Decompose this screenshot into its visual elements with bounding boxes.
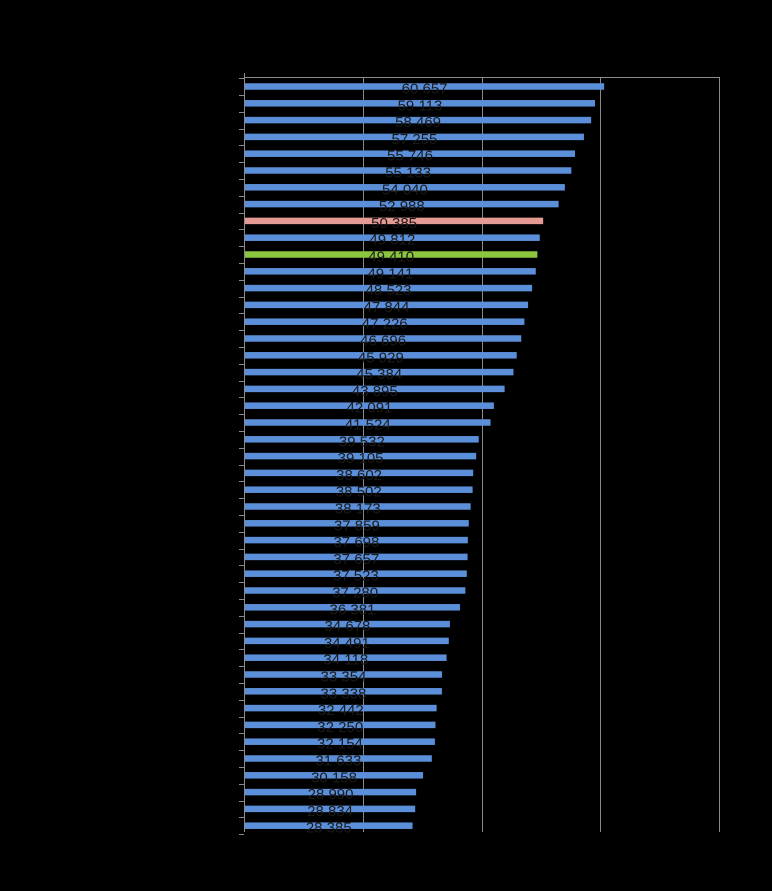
bar bbox=[245, 184, 565, 191]
bar bbox=[245, 772, 424, 779]
bar-value-label: 47 226 bbox=[362, 316, 408, 333]
bar bbox=[245, 570, 467, 577]
bar-value-label: 34 678 bbox=[325, 618, 371, 635]
bar bbox=[245, 486, 473, 493]
bar-value-label: 49 141 bbox=[367, 265, 413, 282]
bar-value-label: 57 255 bbox=[392, 131, 438, 148]
bar bbox=[245, 503, 471, 510]
bar-value-label: 38 602 bbox=[336, 467, 382, 484]
bar bbox=[245, 822, 413, 829]
bar-value-label: 28 834 bbox=[307, 803, 353, 820]
bar-value-label: 60 657 bbox=[402, 81, 448, 98]
bar-value-label: 45 929 bbox=[358, 349, 404, 366]
bar bbox=[245, 688, 442, 695]
bar bbox=[245, 436, 479, 443]
bar-value-label: 59 113 bbox=[398, 97, 443, 114]
bar-value-label: 33 354 bbox=[321, 669, 367, 686]
bar-value-label: 58 469 bbox=[395, 114, 441, 131]
bar bbox=[245, 100, 595, 107]
bar bbox=[245, 469, 474, 477]
bar bbox=[245, 805, 416, 813]
bar bbox=[245, 721, 436, 729]
bar bbox=[245, 536, 468, 544]
bar bbox=[245, 620, 450, 628]
bar bbox=[245, 637, 449, 645]
bar bbox=[245, 788, 417, 796]
bar-value-label: 37 859 bbox=[334, 517, 380, 534]
bar-value-label: 37 657 bbox=[333, 551, 379, 568]
bar bbox=[245, 268, 536, 275]
bar bbox=[245, 167, 572, 174]
bar-value-label: 45 384 bbox=[356, 366, 402, 383]
bar-value-label: 49 812 bbox=[369, 232, 415, 249]
bar-value-label: 38 502 bbox=[336, 484, 382, 501]
bar bbox=[245, 704, 437, 712]
bar-value-label: 36 381 bbox=[330, 601, 376, 618]
bar bbox=[245, 234, 540, 241]
bar-value-label: 32 154 bbox=[317, 736, 363, 753]
bar bbox=[245, 385, 505, 393]
bar-value-label: 38 173 bbox=[335, 501, 381, 518]
bar bbox=[245, 368, 514, 376]
bar bbox=[245, 352, 517, 359]
bar bbox=[245, 587, 466, 594]
bar-value-label: 48 523 bbox=[366, 282, 412, 299]
axis-layer bbox=[239, 73, 245, 835]
bar bbox=[245, 200, 559, 208]
bar-value-label: 46 696 bbox=[360, 333, 406, 350]
bar-value-label: 28 385 bbox=[306, 820, 352, 837]
bar bbox=[245, 83, 605, 90]
bar-layer bbox=[245, 83, 605, 829]
bar bbox=[245, 671, 443, 678]
bar-value-label: 39 532 bbox=[339, 433, 385, 450]
bar-value-label: 50 385 bbox=[371, 215, 417, 232]
bar-value-label: 34 491 bbox=[324, 635, 370, 652]
bar bbox=[245, 318, 525, 325]
bar bbox=[245, 654, 447, 661]
bar bbox=[245, 419, 491, 426]
bar-value-label: 54 040 bbox=[382, 181, 428, 198]
bar bbox=[245, 553, 468, 561]
bar bbox=[245, 116, 592, 124]
bar bbox=[245, 133, 584, 141]
bar bbox=[245, 604, 461, 611]
bar bbox=[245, 150, 575, 157]
bar bbox=[245, 520, 469, 527]
bar-value-label: 37 523 bbox=[333, 568, 379, 585]
bar-value-label: 30 158 bbox=[311, 769, 357, 786]
bar bbox=[245, 251, 538, 258]
bar bbox=[245, 284, 533, 292]
bar-value-label: 33 338 bbox=[321, 685, 367, 702]
bar bbox=[245, 755, 432, 762]
bar bbox=[245, 402, 494, 409]
bar-value-label: 31 633 bbox=[315, 753, 361, 770]
bar bbox=[245, 301, 529, 309]
bar-value-label: 37 698 bbox=[333, 534, 379, 551]
bar-value-label: 34 118 bbox=[323, 652, 368, 669]
bar-value-label: 37 280 bbox=[332, 585, 378, 602]
bar-value-label: 32 250 bbox=[317, 719, 363, 736]
bar-value-label: 42 091 bbox=[347, 400, 393, 417]
bar-value-label: 41 524 bbox=[345, 417, 391, 434]
bar-value-label: 32 442 bbox=[318, 702, 364, 719]
bar-value-label: 55 133 bbox=[385, 165, 431, 182]
bar bbox=[245, 217, 544, 225]
bar-value-label: 43 895 bbox=[352, 383, 398, 400]
bar-value-label: 49 410 bbox=[368, 249, 414, 266]
bar-value-label: 39 105 bbox=[338, 450, 384, 467]
bar bbox=[245, 452, 477, 460]
bar-value-label: 55 746 bbox=[387, 148, 433, 165]
bar-value-label: 52 988 bbox=[379, 198, 425, 215]
bar bbox=[245, 738, 435, 745]
bar bbox=[245, 335, 522, 342]
bar-value-label: 28 990 bbox=[308, 786, 354, 803]
bar-value-label: 47 844 bbox=[364, 299, 410, 316]
